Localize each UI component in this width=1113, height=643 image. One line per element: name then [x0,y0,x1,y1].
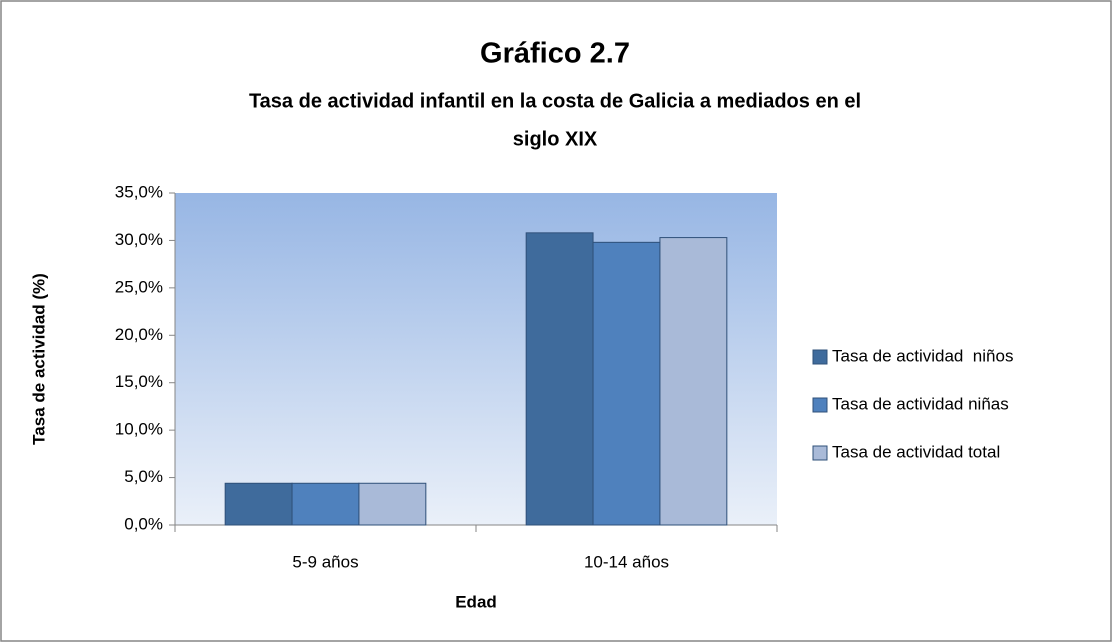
y-tick-label: 0,0% [124,514,163,533]
bar [358,482,427,526]
x-tick-label: 10-14 años [584,552,669,571]
bar [525,232,594,526]
chart-subtitle: siglo XIX [513,128,598,150]
bar [224,482,293,526]
legend-label: Tasa de actividad total [832,442,1000,461]
y-tick-label: 35,0% [115,182,163,201]
y-axis-label: Tasa de actividad (%) [29,273,48,445]
y-tick-label: 25,0% [115,277,163,296]
legend-swatch [812,349,828,365]
x-axis-label: Edad [455,592,497,611]
bar [659,237,728,526]
x-tick-label: 5-9 años [292,552,358,571]
y-tick-label: 20,0% [115,325,163,344]
legend-label: Tasa de actividad niñas [832,394,1009,413]
legend-swatch [812,445,828,461]
y-tick-label: 30,0% [115,230,163,249]
chart-subtitle: Tasa de actividad infantil en la costa d… [249,90,861,112]
y-tick-label: 10,0% [115,420,163,439]
bar [291,482,360,526]
bar [592,241,661,526]
legend-label: Tasa de actividad niños [832,346,1013,365]
y-tick-label: 15,0% [115,372,163,391]
chart-title: Gráfico 2.7 [480,38,630,70]
legend-swatch [812,397,828,413]
y-tick-label: 5,0% [124,467,163,486]
